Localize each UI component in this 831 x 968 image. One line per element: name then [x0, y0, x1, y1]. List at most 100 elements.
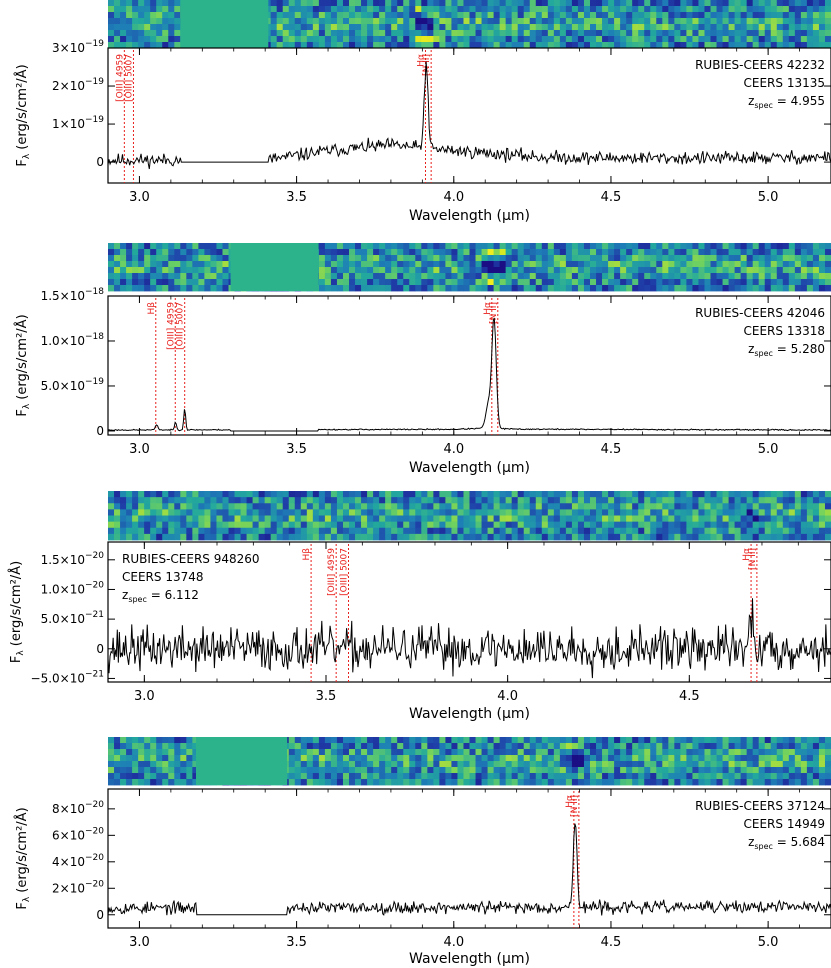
- image-cell: [222, 255, 229, 262]
- image-cell: [794, 503, 802, 510]
- image-cell: [547, 767, 555, 774]
- image-cell: [445, 18, 452, 25]
- image-cell: [174, 779, 181, 786]
- image-cell: [806, 261, 814, 268]
- image-cell: [367, 779, 374, 786]
- image-cell: [602, 6, 609, 13]
- image-cell: [349, 743, 356, 750]
- image-cell: [355, 737, 362, 744]
- image-cell: [535, 737, 543, 744]
- image-cell: [722, 773, 729, 780]
- image-cell: [324, 743, 332, 750]
- image-cell: [415, 737, 422, 744]
- image-cell: [114, 743, 121, 750]
- image-cell: [451, 503, 458, 510]
- image-cell: [318, 755, 326, 762]
- image-cell: [403, 527, 410, 535]
- image-cell: [336, 773, 344, 780]
- image-cell: [294, 36, 302, 43]
- image-cell: [553, 30, 561, 37]
- image-cell: [126, 491, 133, 498]
- image-cell: [788, 491, 796, 498]
- image-cell: [108, 261, 115, 268]
- image-cell: [385, 243, 392, 250]
- image-cell: [704, 509, 711, 516]
- image-cell: [788, 36, 796, 43]
- image-cell: [668, 533, 675, 541]
- image-cell: [463, 279, 470, 286]
- image-cell: [662, 767, 669, 774]
- image-cell: [288, 515, 296, 523]
- image-cell: [764, 279, 772, 286]
- image-cell: [342, 755, 350, 762]
- spectrum-series: [108, 823, 831, 916]
- image-cell: [716, 12, 723, 19]
- image-cell: [445, 267, 452, 274]
- image-cell: [553, 255, 561, 262]
- image-cell: [342, 737, 350, 744]
- image-cell: [571, 42, 579, 49]
- image-cell: [710, 249, 717, 256]
- image-cell: [138, 533, 145, 541]
- image-cell: [800, 12, 808, 19]
- image-cell: [306, 36, 314, 43]
- image-cell: [686, 249, 693, 256]
- image-cell: [632, 749, 639, 756]
- image-cell: [740, 749, 748, 756]
- image-cell: [800, 533, 808, 541]
- image-cell: [258, 497, 266, 504]
- image-cell: [126, 737, 133, 744]
- image-cell: [511, 243, 519, 250]
- image-cell: [529, 18, 537, 25]
- image-cell: [776, 12, 784, 19]
- image-cell: [174, 243, 181, 250]
- image-cell: [650, 767, 657, 774]
- image-cell: [794, 527, 802, 535]
- image-cell: [336, 6, 344, 13]
- image-cell: [583, 267, 591, 274]
- image-cell: [451, 249, 458, 256]
- image-cell: [517, 761, 525, 768]
- image-cell: [342, 491, 350, 498]
- image-cell: [385, 279, 392, 286]
- image-cell: [186, 243, 193, 250]
- image-cell: [583, 279, 591, 286]
- image-cell: [583, 755, 591, 762]
- image-cell: [409, 779, 416, 786]
- image-cell: [361, 267, 368, 274]
- image-cell: [216, 527, 223, 535]
- image-cell: [439, 767, 446, 774]
- image-cell: [710, 509, 717, 516]
- image-cell: [614, 779, 621, 786]
- image-cell: [409, 6, 416, 13]
- image-cell: [421, 42, 428, 49]
- image-cell: [596, 755, 603, 762]
- image-cell: [306, 761, 314, 768]
- image-cell: [463, 503, 470, 510]
- image-cell: [294, 497, 302, 504]
- image-cell: [361, 773, 368, 780]
- image-cell: [349, 42, 356, 49]
- image-cell: [312, 767, 320, 774]
- image-cell: [168, 30, 175, 37]
- image-cell: [168, 273, 175, 280]
- image-cell: [481, 743, 488, 750]
- image-cell: [451, 24, 458, 31]
- image-cell: [270, 497, 278, 504]
- image-cell: [451, 0, 458, 7]
- image-cell: [433, 6, 440, 13]
- image-cell: [156, 30, 163, 37]
- image-cell: [565, 749, 573, 756]
- image-cell: [638, 527, 645, 535]
- image-cell: [734, 743, 742, 750]
- image-cell: [210, 255, 217, 262]
- image-cell: [210, 273, 217, 280]
- image-cell: [668, 18, 675, 25]
- image-cell: [565, 18, 573, 25]
- image-cell: [547, 509, 555, 516]
- image-cell: [535, 749, 543, 756]
- image-cell: [216, 273, 223, 280]
- image-cell: [710, 737, 717, 744]
- image-cell: [806, 749, 814, 756]
- image-cell: [379, 755, 386, 762]
